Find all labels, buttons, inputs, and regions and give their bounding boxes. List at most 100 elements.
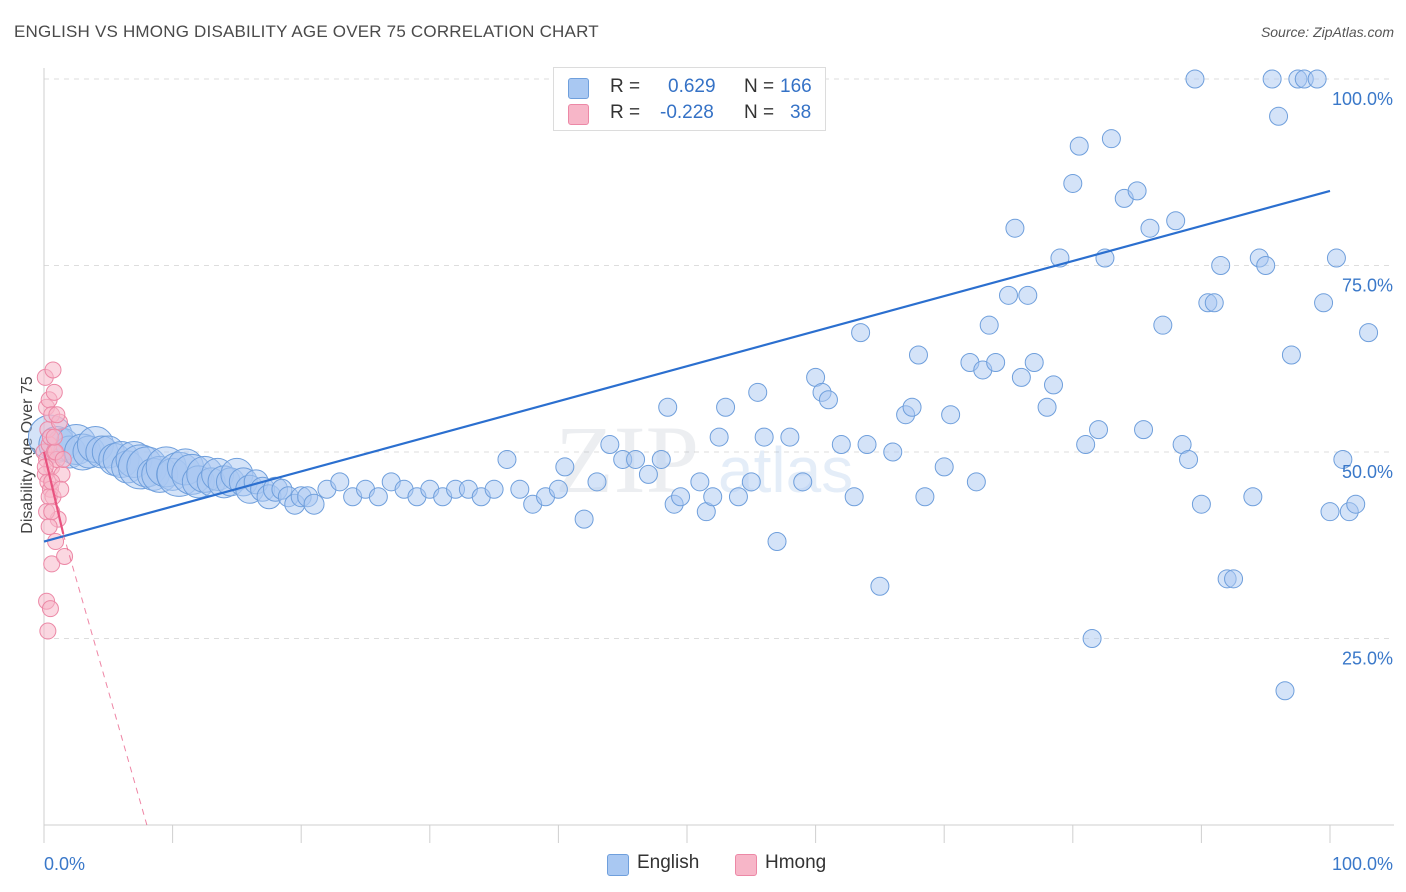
- hmong-trendline: [42, 451, 65, 535]
- english-point: [368, 487, 388, 507]
- english-point: [1179, 449, 1199, 469]
- hmong-point: [45, 428, 63, 446]
- english-point: [1005, 218, 1025, 238]
- hmong-swatch: [568, 104, 589, 125]
- y-tick-label: 75.0%: [1342, 276, 1393, 296]
- hmong-point: [40, 518, 58, 536]
- english-point: [703, 487, 723, 507]
- english-point: [728, 487, 748, 507]
- english-point: [1359, 323, 1379, 343]
- hmong-point: [43, 555, 61, 573]
- english-point: [741, 472, 761, 492]
- english-point: [1262, 69, 1282, 89]
- english-point: [716, 397, 736, 417]
- english-swatch: [607, 854, 629, 876]
- english-point: [1185, 69, 1205, 89]
- english-point: [709, 427, 729, 447]
- english-point: [818, 390, 838, 410]
- english-point: [851, 323, 871, 343]
- english-point: [1191, 494, 1211, 514]
- english-point: [767, 532, 787, 552]
- english-point: [754, 427, 774, 447]
- english-point: [1127, 181, 1147, 201]
- english-point: [1314, 293, 1334, 313]
- english-point: [857, 435, 877, 455]
- english-point: [1140, 218, 1160, 238]
- source-label: Source: ZipAtlas.com: [1260, 24, 1394, 40]
- english-point: [1320, 502, 1340, 522]
- english-point: [748, 382, 768, 402]
- english-point: [1134, 420, 1154, 440]
- english-point: [844, 487, 864, 507]
- grid-lines: [44, 78, 1394, 639]
- english-point: [1076, 435, 1096, 455]
- english-point: [1326, 248, 1346, 268]
- y-tick-label: 25.0%: [1342, 649, 1393, 669]
- r-label: R =: [610, 102, 641, 123]
- english-point: [1101, 129, 1121, 149]
- english-point: [638, 464, 658, 484]
- y-tick-label: 50.0%: [1342, 462, 1393, 482]
- english-point: [1018, 285, 1038, 305]
- english-point: [941, 405, 961, 425]
- hmong-trendline-extension: [62, 533, 148, 826]
- english-point: [986, 352, 1006, 372]
- english-point: [484, 479, 504, 499]
- english-point: [574, 509, 594, 529]
- n-label: N =: [744, 102, 775, 123]
- hmong-point: [43, 503, 61, 521]
- english-point: [690, 472, 710, 492]
- english-point: [966, 472, 986, 492]
- english-point: [915, 487, 935, 507]
- n-label: N =: [744, 76, 775, 97]
- stats-legend: R = 0.629 N = 166 R = -0.228 N = 38: [553, 67, 826, 131]
- english-point: [1307, 69, 1327, 89]
- hmong-n-value: 38: [790, 102, 812, 123]
- english-point: [600, 435, 620, 455]
- english-points: [27, 69, 1379, 701]
- english-point: [1037, 397, 1057, 417]
- english-point: [548, 479, 568, 499]
- english-point: [1281, 345, 1301, 365]
- english-point: [303, 493, 325, 515]
- series-legend: English Hmong: [0, 852, 1406, 878]
- english-r-value: 0.629: [668, 76, 716, 97]
- english-point: [1333, 449, 1353, 469]
- english-point: [1153, 315, 1173, 335]
- english-point: [934, 457, 954, 477]
- hmong-point: [39, 622, 57, 640]
- english-point: [497, 449, 517, 469]
- hmong-swatch: [735, 854, 757, 876]
- hmong-point: [41, 600, 59, 618]
- legend-label-english: English: [637, 852, 700, 873]
- english-point: [330, 472, 350, 492]
- english-swatch: [568, 78, 589, 99]
- english-point: [1011, 367, 1031, 387]
- english-point: [651, 449, 671, 469]
- english-point: [671, 487, 691, 507]
- trendlines: [42, 189, 1331, 826]
- english-point: [1069, 136, 1089, 156]
- tick-labels: 25.0% 50.0% 75.0% 100.0% 0.0% 100.0%: [44, 89, 1393, 874]
- x-tick-label-min: 0.0%: [44, 854, 85, 874]
- hmong-point: [56, 547, 74, 565]
- r-label: R =: [610, 76, 641, 97]
- english-point: [979, 315, 999, 335]
- english-point: [1166, 211, 1186, 231]
- hmong-r-value: -0.228: [660, 102, 714, 123]
- english-point: [555, 457, 575, 477]
- english-point: [1224, 569, 1244, 589]
- english-point: [1044, 375, 1064, 395]
- english-point: [1269, 106, 1289, 126]
- x-tick-label-max: 100.0%: [1332, 854, 1393, 874]
- english-point: [1275, 681, 1295, 701]
- english-point: [908, 345, 928, 365]
- english-point: [1082, 629, 1102, 648]
- english-point: [780, 427, 800, 447]
- english-point: [1256, 256, 1276, 275]
- hmong-point: [54, 450, 72, 468]
- english-point: [793, 472, 813, 492]
- english-point: [1089, 420, 1109, 440]
- english-point: [999, 285, 1018, 305]
- hmong-point: [44, 361, 62, 379]
